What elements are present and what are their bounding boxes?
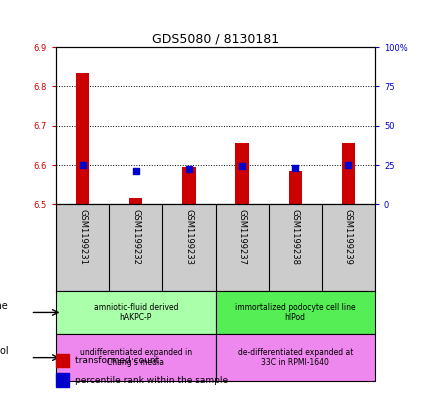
Text: GSM1199232: GSM1199232 [131,209,140,264]
Text: undifferentiated expanded in
Chang's media: undifferentiated expanded in Chang's med… [80,348,191,367]
Text: GSM1199237: GSM1199237 [237,209,246,264]
Text: GSM1199238: GSM1199238 [290,209,299,264]
Point [291,165,298,171]
Text: GSM1199239: GSM1199239 [343,209,352,264]
Text: immortalized podocyte cell line
hIPod: immortalized podocyte cell line hIPod [234,303,355,322]
FancyBboxPatch shape [56,291,215,334]
FancyBboxPatch shape [215,334,374,381]
Bar [76,73,89,204]
Text: percentile rank within the sample: percentile rank within the sample [75,376,228,385]
FancyBboxPatch shape [215,291,374,334]
Bar [182,167,195,204]
Point [238,163,245,169]
Text: GSM1199231: GSM1199231 [78,209,87,264]
Bar [341,143,354,204]
FancyBboxPatch shape [56,334,215,381]
Point [185,166,192,172]
Point [79,162,86,168]
Text: transformed count: transformed count [75,356,159,365]
Text: GSM1199233: GSM1199233 [184,209,193,264]
Text: cell line: cell line [0,301,8,311]
Bar [56,354,69,367]
Point [132,168,139,174]
Bar [56,373,69,387]
Text: amniotic-fluid derived
hAKPC-P: amniotic-fluid derived hAKPC-P [93,303,178,322]
Bar [129,198,142,204]
Text: growth protocol: growth protocol [0,345,8,356]
Point [344,162,351,168]
Text: de-differentiated expanded at
33C in RPMI-1640: de-differentiated expanded at 33C in RPM… [237,348,352,367]
Bar [235,143,248,204]
Title: GDS5080 / 8130181: GDS5080 / 8130181 [152,33,278,46]
Bar [288,171,301,204]
